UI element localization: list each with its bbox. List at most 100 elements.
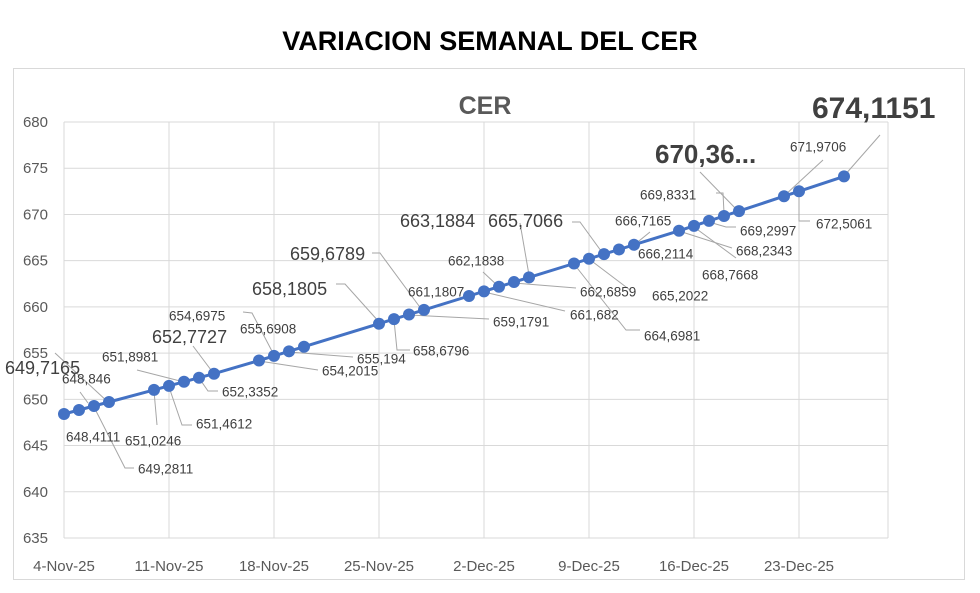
data-point bbox=[253, 354, 265, 367]
x-tick-label: 23-Dec-25 bbox=[764, 558, 834, 575]
data-point bbox=[388, 313, 400, 326]
data-label: 651,8981 bbox=[102, 350, 158, 365]
leader-line bbox=[54, 352, 110, 404]
data-point bbox=[283, 345, 295, 358]
leader-line bbox=[513, 282, 577, 289]
data-point bbox=[193, 371, 205, 384]
page-title: VARIACION SEMANAL DEL CER bbox=[282, 26, 698, 56]
y-tick-label: 635 bbox=[23, 530, 48, 547]
leader-line bbox=[288, 351, 354, 358]
data-label: 658,1805 bbox=[252, 279, 327, 299]
data-label: 668,2343 bbox=[736, 244, 792, 259]
leader-line bbox=[572, 221, 605, 256]
data-point bbox=[103, 395, 115, 408]
data-label: 666,2114 bbox=[638, 247, 694, 262]
data-label: 669,8331 bbox=[640, 188, 696, 203]
data-label: 648,846 bbox=[62, 372, 111, 387]
data-label: 662,1838 bbox=[448, 254, 504, 269]
data-point bbox=[568, 257, 580, 270]
leader-line bbox=[168, 386, 192, 426]
leader-line bbox=[716, 192, 725, 214]
leader-line bbox=[519, 222, 530, 276]
data-point bbox=[463, 289, 475, 302]
data-label: 658,6796 bbox=[413, 344, 469, 359]
x-tick-label: 11-Nov-25 bbox=[135, 558, 204, 575]
y-axis-ticks: 635 640 645 650 655 660 665 670 675 680 bbox=[23, 114, 48, 547]
x-tick-label: 4-Nov-25 bbox=[33, 558, 95, 575]
data-label: 654,2015 bbox=[322, 364, 378, 379]
data-point bbox=[418, 303, 430, 316]
data-label: 659,6789 bbox=[290, 244, 365, 264]
data-points bbox=[58, 170, 850, 421]
data-point bbox=[523, 271, 535, 284]
y-tick-label: 655 bbox=[23, 345, 48, 362]
leader-line bbox=[693, 226, 737, 259]
data-label: 648,4111 bbox=[66, 430, 120, 445]
y-tick-label: 645 bbox=[23, 438, 48, 455]
data-point bbox=[613, 243, 625, 256]
data-label: 651,4612 bbox=[196, 417, 252, 432]
x-tick-label: 2-Dec-25 bbox=[453, 558, 515, 575]
data-point bbox=[208, 367, 220, 380]
data-point bbox=[178, 375, 190, 388]
y-tick-label: 680 bbox=[23, 114, 48, 131]
leader-line bbox=[678, 230, 733, 249]
x-tick-label: 18-Nov-25 bbox=[239, 558, 309, 575]
data-point bbox=[298, 340, 310, 353]
data-labels: 648,4111 648,846 649,2811 649,7165 651,0246 6… bbox=[5, 92, 935, 477]
leader-line bbox=[258, 360, 319, 371]
leader-line bbox=[843, 134, 881, 177]
leader-line bbox=[336, 283, 381, 324]
data-label: 665,7066 bbox=[488, 211, 563, 231]
data-point bbox=[148, 383, 160, 396]
x-tick-label: 9-Dec-25 bbox=[558, 558, 620, 575]
leader-line bbox=[79, 391, 89, 404]
data-point bbox=[163, 379, 175, 392]
leader-line bbox=[798, 192, 810, 222]
data-point bbox=[73, 404, 85, 417]
leader-line bbox=[242, 311, 275, 356]
y-tick-label: 665 bbox=[23, 253, 48, 270]
data-point bbox=[793, 185, 805, 198]
data-point bbox=[688, 219, 700, 232]
y-tick-label: 675 bbox=[23, 160, 48, 177]
x-axis-ticks: 4-Nov-25 11-Nov-25 18-Nov-25 25-Nov-25 2-Dec… bbox=[33, 558, 834, 575]
data-point bbox=[88, 399, 100, 412]
leader-line bbox=[153, 390, 158, 426]
leader-line bbox=[483, 291, 566, 312]
leader-line bbox=[708, 221, 736, 228]
leader-line bbox=[699, 171, 739, 212]
data-point bbox=[733, 205, 745, 218]
data-point bbox=[268, 349, 280, 362]
data-point bbox=[478, 285, 490, 298]
data-label: 663,1884 bbox=[400, 211, 475, 231]
data-point bbox=[508, 276, 520, 289]
y-tick-label: 660 bbox=[23, 299, 48, 316]
data-label: 666,7165 bbox=[615, 214, 671, 229]
data-label: 659,1791 bbox=[493, 315, 549, 330]
leader-line bbox=[588, 258, 631, 291]
data-point bbox=[628, 238, 640, 251]
data-label: 654,6975 bbox=[169, 309, 225, 324]
y-tick-label: 670 bbox=[23, 206, 48, 223]
y-tick-label: 650 bbox=[23, 391, 48, 408]
data-point bbox=[778, 190, 790, 203]
data-label: 649,2811 bbox=[138, 462, 193, 477]
data-label: 652,3352 bbox=[222, 385, 278, 400]
data-label: 655,194 bbox=[357, 352, 406, 367]
data-label: 671,9706 bbox=[790, 140, 846, 155]
data-point bbox=[673, 224, 685, 237]
data-point bbox=[598, 248, 610, 261]
data-point bbox=[58, 408, 70, 421]
data-label: 655,6908 bbox=[240, 322, 296, 337]
y-tick-label: 640 bbox=[23, 484, 48, 501]
leader-line bbox=[136, 369, 185, 383]
leader-line bbox=[93, 406, 134, 469]
data-label: 651,0246 bbox=[125, 434, 181, 449]
data-label: 669,2997 bbox=[740, 224, 796, 239]
data-point bbox=[373, 317, 385, 330]
chart-title: CER bbox=[459, 92, 512, 120]
leader-line bbox=[393, 319, 410, 351]
data-point bbox=[403, 308, 415, 321]
